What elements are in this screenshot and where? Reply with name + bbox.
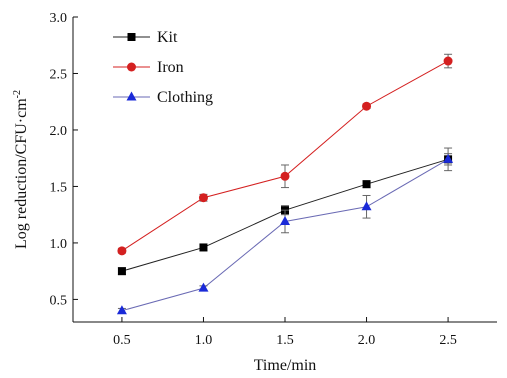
legend-item-iron: Iron [113, 59, 184, 76]
legend-label: Clothing [157, 89, 213, 106]
x-tick-label: 2.5 [439, 333, 457, 348]
legend-marker-kit [127, 33, 136, 41]
legend-label: Iron [157, 59, 184, 76]
y-axis-title: Log reduction/CFU·cm-2 [12, 90, 30, 249]
data-point-iron [198, 193, 208, 203]
x-axis-ticks: 0.5 1.0 1.5 2.0 2.5 [113, 317, 457, 348]
x-tick-label: 1.5 [276, 333, 294, 348]
data-point-iron [362, 101, 372, 111]
y-tick-label: 2.5 [50, 67, 68, 82]
x-tick-label: 1.0 [195, 333, 213, 348]
data-point-iron [280, 171, 290, 181]
data-point-clothing [116, 305, 127, 315]
data-point-iron [117, 246, 127, 256]
y-axis-title-text: Log reduction/CFU·cm [13, 98, 30, 249]
y-tick-label: 2.0 [50, 124, 68, 139]
y-tick-label: 1.5 [50, 180, 68, 195]
legend-label: Kit [157, 29, 178, 46]
y-axis-title-superscript: -2 [12, 90, 23, 98]
data-point-kit [362, 180, 371, 189]
data-point-kit [199, 243, 208, 252]
legend-marker-clothing [126, 91, 137, 101]
legend-item-kit: Kit [113, 29, 178, 46]
y-axis-ticks: 0.5 1.0 1.5 2.0 2.5 3.0 [50, 11, 78, 308]
data-point-clothing [198, 282, 209, 292]
x-axis-title: Time/min [254, 357, 317, 374]
legend-marker-iron [127, 62, 136, 72]
series-clothing [116, 147, 454, 315]
y-tick-label: 0.5 [50, 293, 68, 308]
x-tick-label: 0.5 [113, 333, 131, 348]
series-layer [116, 53, 454, 315]
x-tick-label: 2.0 [358, 333, 376, 348]
data-point-clothing [443, 153, 454, 163]
legend-item-clothing: Clothing [113, 89, 213, 106]
data-point-clothing [280, 215, 290, 225]
data-point-clothing [361, 201, 372, 211]
data-point-kit [117, 267, 126, 276]
y-tick-label: 3.0 [50, 11, 68, 26]
legend: Kit Iron Clothing [113, 29, 213, 106]
y-tick-label: 1.0 [50, 237, 68, 252]
series-iron [117, 53, 453, 256]
data-point-iron [443, 56, 453, 66]
